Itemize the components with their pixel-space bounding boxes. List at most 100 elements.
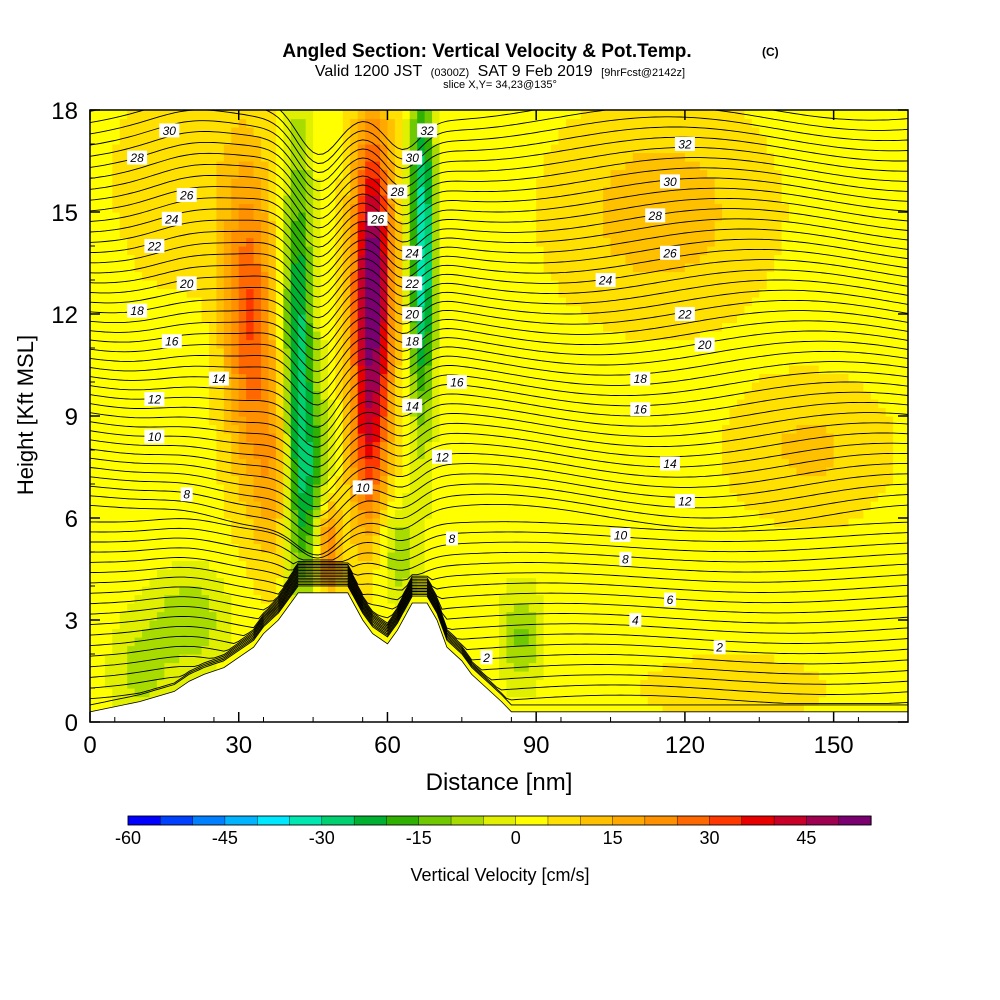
velocity-cell bbox=[528, 637, 537, 647]
velocity-cell bbox=[402, 543, 411, 553]
velocity-cell bbox=[238, 178, 247, 188]
velocity-cell bbox=[275, 254, 284, 264]
velocity-cell bbox=[268, 509, 277, 519]
velocity-cell bbox=[201, 577, 210, 587]
velocity-cell bbox=[469, 195, 478, 205]
velocity-cell bbox=[580, 705, 589, 715]
velocity-cell bbox=[208, 492, 218, 502]
velocity-cell bbox=[469, 586, 478, 596]
velocity-cell bbox=[134, 365, 143, 375]
velocity-cell bbox=[476, 263, 485, 273]
velocity-cell bbox=[127, 569, 136, 579]
velocity-cell bbox=[275, 246, 284, 256]
velocity-cell bbox=[394, 399, 403, 409]
velocity-cell bbox=[417, 492, 426, 502]
velocity-cell bbox=[543, 458, 552, 468]
velocity-cell bbox=[238, 407, 247, 417]
velocity-cell bbox=[573, 127, 582, 137]
velocity-cell bbox=[305, 365, 314, 375]
velocity-cell bbox=[588, 110, 597, 120]
velocity-cell bbox=[573, 365, 582, 375]
velocity-cell bbox=[261, 433, 270, 443]
velocity-cell bbox=[253, 144, 262, 154]
velocity-cell bbox=[513, 263, 522, 273]
velocity-cell bbox=[283, 382, 292, 392]
velocity-cell bbox=[179, 526, 188, 536]
velocity-cell bbox=[469, 144, 478, 154]
velocity-cell bbox=[476, 450, 485, 460]
velocity-cell bbox=[484, 297, 493, 307]
velocity-cell bbox=[283, 118, 292, 128]
velocity-cell bbox=[201, 458, 210, 468]
velocity-cell bbox=[313, 263, 322, 273]
velocity-cell bbox=[238, 144, 247, 154]
velocity-cell bbox=[461, 594, 470, 604]
velocity-cell bbox=[268, 611, 277, 621]
velocity-cell bbox=[380, 373, 389, 383]
velocity-cell bbox=[432, 390, 441, 400]
velocity-cell bbox=[432, 441, 441, 451]
velocity-cell bbox=[186, 662, 195, 672]
velocity-cell bbox=[409, 569, 418, 579]
velocity-cell bbox=[372, 339, 381, 349]
velocity-cell bbox=[119, 441, 128, 451]
velocity-cell bbox=[327, 450, 336, 460]
velocity-cell bbox=[588, 271, 597, 281]
velocity-cell bbox=[119, 611, 128, 621]
velocity-cell bbox=[261, 186, 270, 196]
velocity-cell bbox=[216, 492, 225, 502]
velocity-cell bbox=[171, 407, 180, 417]
velocity-cell bbox=[521, 169, 530, 179]
velocity-cell bbox=[142, 178, 151, 188]
velocity-cell bbox=[216, 135, 225, 145]
velocity-cell bbox=[275, 475, 284, 485]
velocity-cell bbox=[320, 305, 329, 315]
velocity-cell bbox=[558, 569, 567, 579]
velocity-cell bbox=[551, 195, 560, 205]
velocity-cell bbox=[551, 220, 560, 230]
velocity-cell bbox=[97, 203, 106, 213]
velocity-cell bbox=[261, 110, 270, 120]
velocity-cell bbox=[588, 688, 597, 698]
velocity-cell bbox=[536, 577, 545, 587]
velocity-cell bbox=[208, 186, 218, 196]
velocity-cell bbox=[290, 501, 299, 511]
velocity-cell bbox=[186, 594, 195, 604]
velocity-cell bbox=[380, 382, 389, 392]
velocity-cell bbox=[97, 356, 106, 366]
velocity-cell bbox=[491, 390, 500, 400]
velocity-cell bbox=[454, 628, 463, 638]
velocity-cell bbox=[506, 535, 515, 545]
velocity-cell bbox=[432, 560, 441, 570]
velocity-cell bbox=[320, 135, 329, 145]
velocity-cell bbox=[446, 339, 455, 349]
velocity-cell bbox=[513, 178, 522, 188]
velocity-cell bbox=[223, 229, 232, 239]
velocity-cell bbox=[290, 305, 299, 315]
velocity-cell bbox=[365, 331, 374, 341]
velocity-cell bbox=[424, 288, 433, 298]
velocity-cell bbox=[402, 492, 411, 502]
velocity-cell bbox=[350, 594, 359, 604]
velocity-cell bbox=[536, 662, 545, 672]
velocity-cell bbox=[275, 314, 284, 324]
velocity-cell bbox=[275, 220, 284, 230]
velocity-cell bbox=[194, 543, 203, 553]
velocity-cell bbox=[588, 314, 597, 324]
velocity-cell bbox=[588, 135, 597, 145]
velocity-cell bbox=[357, 127, 366, 137]
velocity-cell bbox=[536, 475, 545, 485]
velocity-cell bbox=[268, 518, 277, 528]
velocity-cell bbox=[142, 560, 151, 570]
velocity-cell bbox=[506, 169, 515, 179]
velocity-cell bbox=[461, 331, 470, 341]
velocity-cell bbox=[305, 484, 314, 494]
velocity-cell bbox=[186, 144, 195, 154]
velocity-cell bbox=[231, 492, 240, 502]
velocity-cell bbox=[194, 569, 203, 579]
velocity-cell bbox=[313, 475, 322, 485]
velocity-cell bbox=[573, 135, 582, 145]
velocity-cell bbox=[216, 237, 225, 247]
velocity-cell bbox=[357, 586, 366, 596]
velocity-cell bbox=[588, 305, 597, 315]
